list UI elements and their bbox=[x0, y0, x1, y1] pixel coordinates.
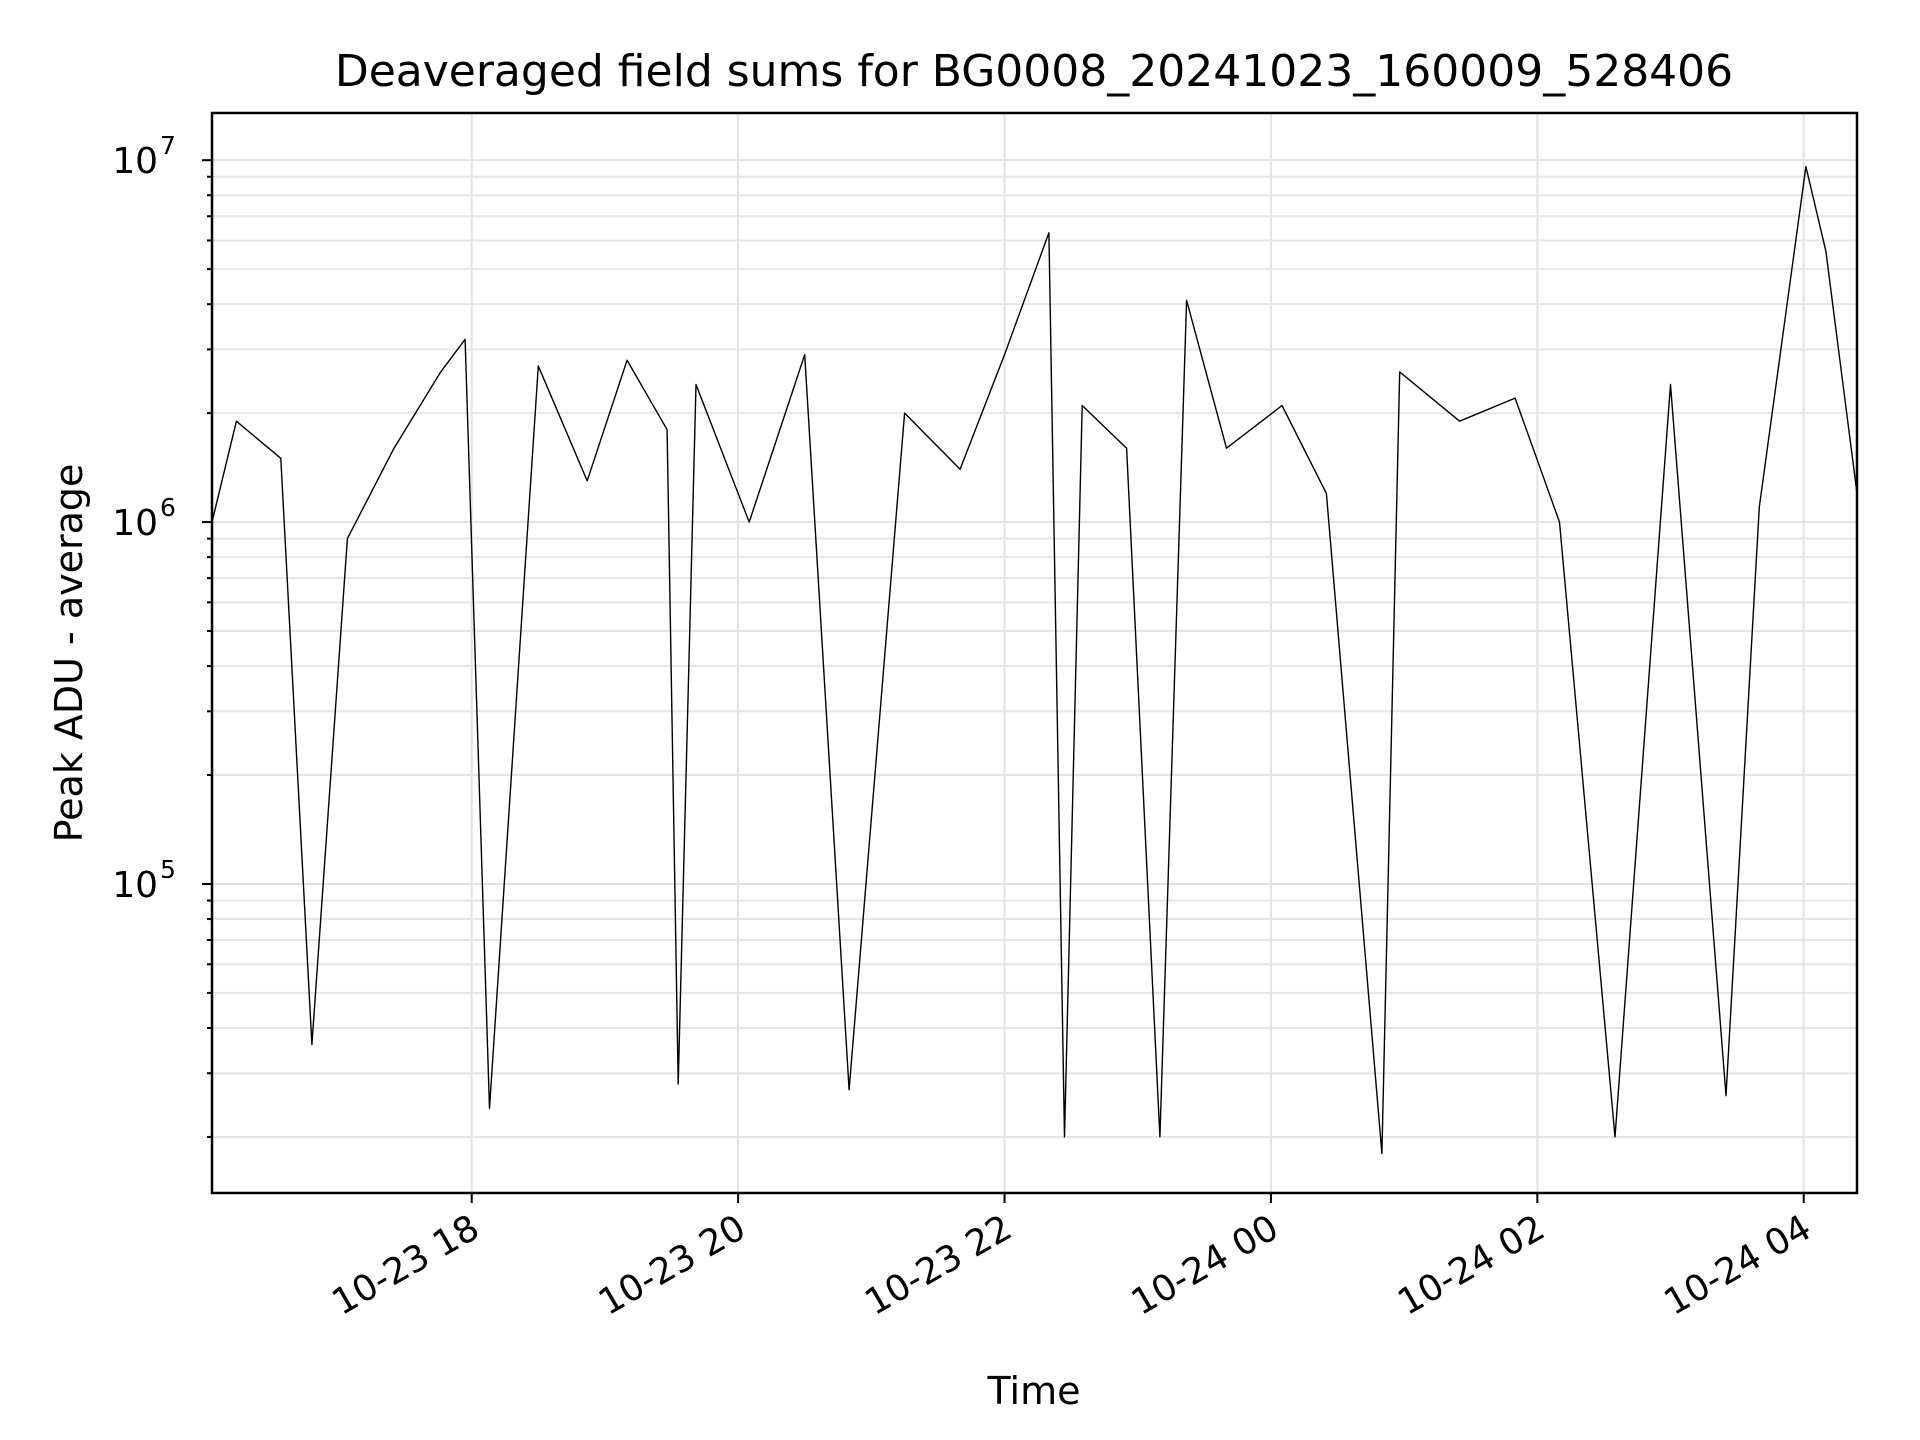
grid-lines bbox=[212, 113, 1857, 1193]
x-axis-label: Time bbox=[987, 1369, 1081, 1413]
plot-frame bbox=[210, 111, 1859, 1195]
y-tick-exponent: 7 bbox=[160, 131, 176, 160]
y-axis-label: Peak ADU - average bbox=[47, 464, 91, 843]
x-tick-label: 10-23 18 bbox=[326, 1207, 487, 1323]
y-tick-label: 10 bbox=[112, 865, 158, 906]
y-tick-label: 10 bbox=[112, 503, 158, 544]
y-tick-exponent: 6 bbox=[160, 493, 176, 522]
x-tick-label: 10-23 20 bbox=[592, 1207, 753, 1323]
x-tick-label: 10-24 02 bbox=[1391, 1207, 1552, 1323]
x-tick-label: 10-24 00 bbox=[1125, 1207, 1286, 1323]
y-tick-label: 10 bbox=[112, 141, 158, 182]
x-tick-label: 10-24 04 bbox=[1658, 1207, 1819, 1323]
y-tick-exponent: 5 bbox=[160, 855, 176, 884]
plot-area bbox=[211, 165, 1858, 1155]
series-line bbox=[211, 165, 1858, 1155]
chart-title: Deaveraged field sums for BG0008_2024102… bbox=[335, 46, 1733, 97]
x-axis-ticks: 10-23 18 10-23 20 10-23 22 10-24 00 10-24 02… bbox=[326, 1193, 1819, 1324]
x-tick-label: 10-23 22 bbox=[858, 1207, 1019, 1323]
